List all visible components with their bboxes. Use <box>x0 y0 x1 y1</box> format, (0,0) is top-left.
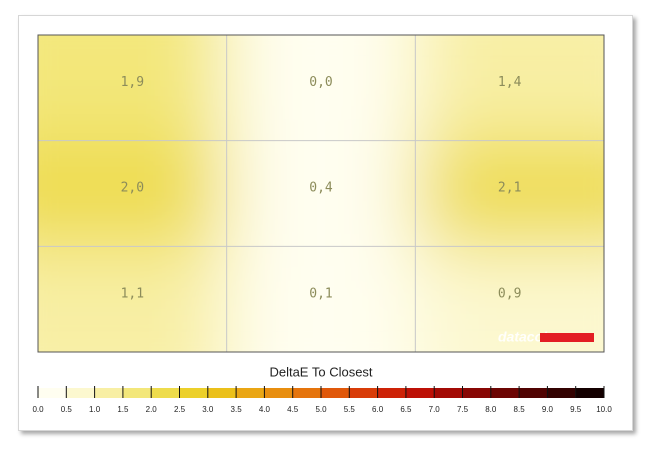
heat-cell <box>226 35 416 141</box>
colorbar-tick-label: 9.0 <box>542 405 554 414</box>
colorbar-tick-label: 8.5 <box>514 405 526 414</box>
colorbar-segment <box>66 388 95 398</box>
colorbar-segment <box>405 388 435 398</box>
colorbar-tick-label: 0.5 <box>61 405 73 414</box>
colorbar-segment <box>151 388 180 398</box>
colorbar-segment <box>207 388 237 398</box>
colorbar-tick-label: 8.0 <box>485 405 497 414</box>
colorbar-segment <box>349 388 378 398</box>
cell-label: 2,1 <box>498 181 521 196</box>
heat-cell <box>38 246 227 352</box>
heat-cell <box>415 140 604 247</box>
overlay: 1,9 0,0 1,4 2,0 0,4 2,1 1,1 0,1 0,9 <box>38 35 604 352</box>
heat-cell <box>38 35 227 141</box>
colorbar-segment <box>122 388 152 398</box>
colorbar-segment <box>236 388 265 398</box>
colorbar-segment <box>490 388 520 398</box>
heat-cell <box>415 35 604 141</box>
colorbar-tick-label: 3.0 <box>202 405 214 414</box>
colorbar-segment <box>547 388 576 398</box>
heat-cell <box>38 140 227 247</box>
colorbar-tick-label: 10.0 <box>596 405 612 414</box>
cell-label: 1,1 <box>121 286 144 301</box>
colorbar-tick-label: 6.5 <box>400 405 412 414</box>
colorbar: 0.0 0.5 1.0 1.5 2.0 2.5 3.0 3.5 4.0 4.5 5.0 5.5 6.0 6… <box>32 386 612 414</box>
colorbar-tick-label: 7.5 <box>457 405 469 414</box>
heatmap-cells <box>38 35 604 352</box>
colorbar-segment <box>94 388 123 398</box>
heat-cell <box>226 140 416 247</box>
colorbar-segment <box>179 388 208 398</box>
colorbar-tick-label: 4.5 <box>287 405 299 414</box>
chart-title: DeltaE To Closest <box>269 364 372 379</box>
colorbar-segment <box>321 388 350 398</box>
heatmap-area <box>38 35 604 352</box>
colorbar-tick-label: 7.0 <box>429 405 441 414</box>
colorbar-tick-label: 2.5 <box>174 405 186 414</box>
colorbar-tick-label: 9.5 <box>570 405 582 414</box>
colorbar-segment <box>434 388 463 398</box>
watermark-bar <box>540 333 594 342</box>
colorbar-tick-label: 5.0 <box>315 405 327 414</box>
colorbar-segment <box>575 388 604 398</box>
plot-frame <box>37 34 605 353</box>
cell-label: 0,4 <box>309 181 333 196</box>
heat-cell <box>226 246 416 352</box>
cell-label: 2,0 <box>121 181 144 196</box>
colorbar-tick-label: 2.0 <box>146 405 158 414</box>
colorbar-segment <box>38 388 67 398</box>
cell-label: 0,0 <box>309 75 332 90</box>
cell-label: 0,9 <box>498 286 521 301</box>
colorbar-tick-label: 3.5 <box>231 405 243 414</box>
colorbar-segment <box>377 388 406 398</box>
cell-label: 0,1 <box>309 286 332 301</box>
colorbar-tick-label: 4.0 <box>259 405 271 414</box>
colorbar-tick-label: 1.0 <box>89 405 101 414</box>
cell-label: 1,4 <box>498 75 522 90</box>
colorbar-segment <box>519 388 548 398</box>
colorbar-tick-label: 5.5 <box>344 405 356 414</box>
colorbar-segment <box>462 388 491 398</box>
colorbar-tick-label: 6.0 <box>372 405 384 414</box>
colorbar-tick-label: 0.0 <box>32 405 44 414</box>
colorbar-segment <box>264 388 293 398</box>
colorbar-segment <box>292 388 321 398</box>
cell-label: 1,9 <box>121 75 144 90</box>
colorbar-tick-label: 1.5 <box>117 405 129 414</box>
